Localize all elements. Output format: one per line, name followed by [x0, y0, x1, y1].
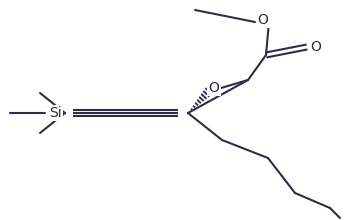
Text: O: O: [311, 40, 321, 54]
Text: O: O: [209, 81, 219, 95]
Text: O: O: [257, 13, 268, 27]
Text: Si: Si: [49, 106, 61, 120]
